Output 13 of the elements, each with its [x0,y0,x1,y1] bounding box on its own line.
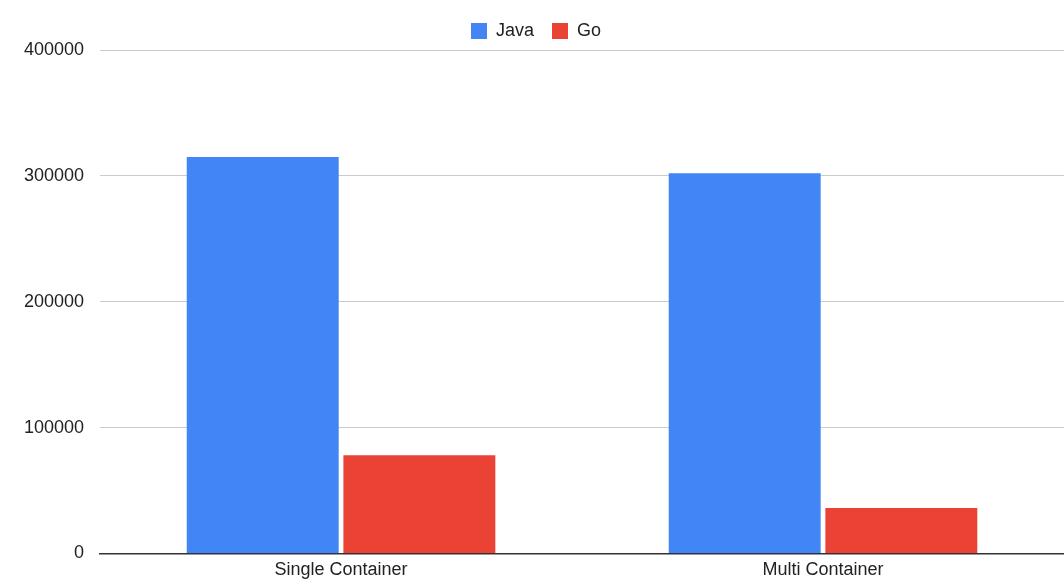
bar [186,156,339,553]
bar [668,173,821,553]
y-tick-label: 300000 [23,164,85,185]
legend-label: Java [495,19,535,40]
y-tick-label: 200000 [23,290,85,311]
y-tick-label: 400000 [23,38,85,59]
y-tick-label: 0 [74,542,85,563]
bar [343,455,496,553]
x-tick-label: Multi Container [762,559,884,580]
legend-label: Go [577,19,602,40]
x-tick-label: Single Container [274,559,408,580]
bar [825,508,978,553]
y-tick-label: 100000 [23,416,85,437]
